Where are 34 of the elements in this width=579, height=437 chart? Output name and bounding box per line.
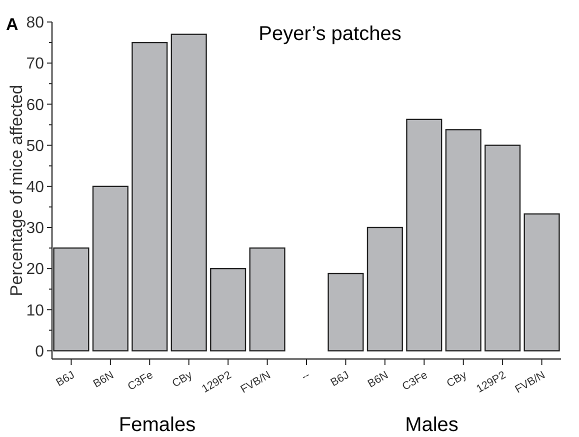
y-tick-label: 30 [26,220,44,238]
bar [366,226,403,352]
x-tick-label: C3Fe [126,369,156,394]
bar [406,118,442,352]
bar [484,144,521,352]
bar [524,213,560,352]
y-tick-label: 60 [26,96,44,114]
bar [210,268,246,352]
x-tick-label: B6N [366,369,390,390]
bar [328,272,364,352]
y-tick-label: 20 [26,261,44,278]
bar [92,186,128,352]
bar [249,247,286,352]
x-tick-label: B6N [91,369,116,390]
bar [132,42,168,352]
x-tick-label: -- [300,369,312,384]
x-tick-label: B6J [54,369,77,390]
text: Females [118,414,196,436]
y-axis-title: Percentage of mice affected [6,84,26,296]
y-tick-label: 80 [26,14,44,32]
bar [445,129,482,352]
y-tick-label: 50 [26,138,44,155]
y-tick-label: 10 [26,302,44,320]
x-tick-label: CBy [444,368,470,390]
x-tick-label: B6J [328,369,352,390]
y-tick-label: 40 [26,178,44,196]
chart-title: Peyer’s patches [258,23,402,45]
bar [170,34,207,352]
text: Males [405,414,458,436]
x-tick-label: CBy [170,368,195,390]
x-tick-label: C3Fe [400,369,430,394]
y-tick-label: 70 [26,56,44,73]
text: A [6,15,18,34]
y-tick-label: 0 [35,343,44,360]
